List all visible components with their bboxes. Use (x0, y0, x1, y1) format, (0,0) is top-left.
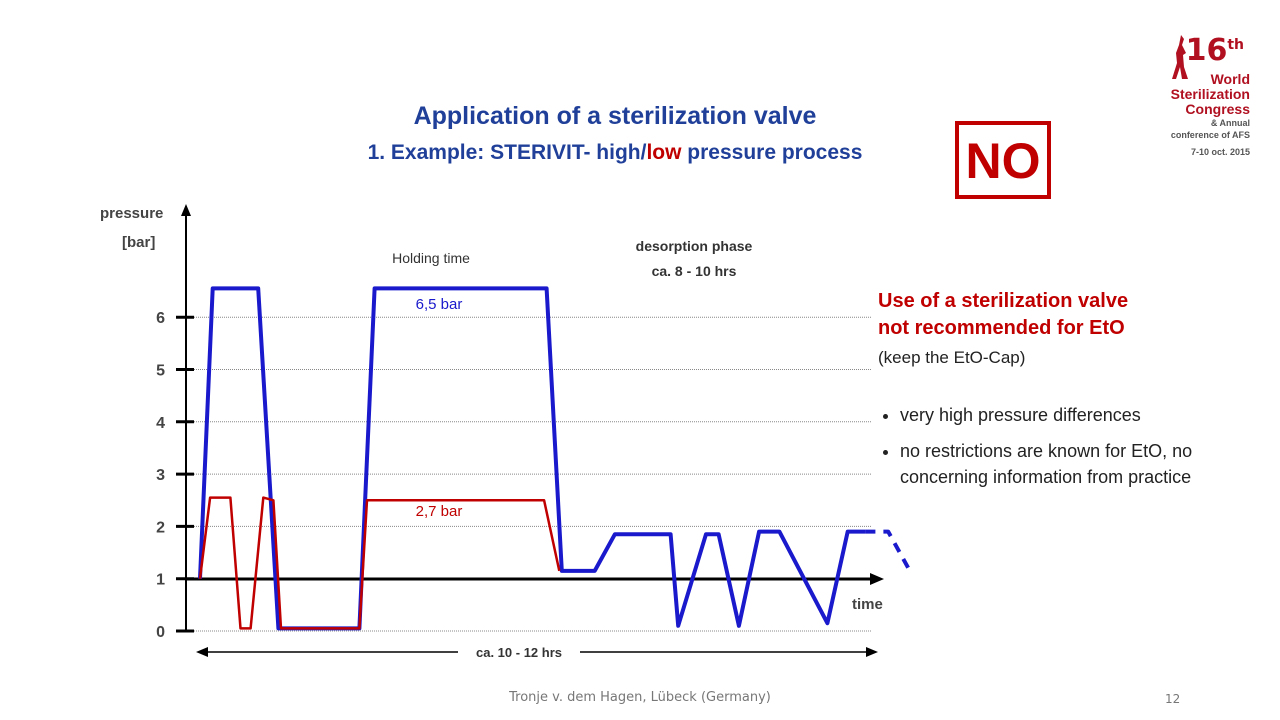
y-tick-label: 2 (156, 519, 165, 536)
low-pressure-label: 2,7 bar (416, 503, 463, 520)
series-line-blue-0 (198, 286, 866, 631)
page-number: 12 (1165, 692, 1181, 706)
x-axis-label: time (852, 596, 883, 613)
y-tick-label: 6 (156, 310, 165, 327)
duration-label: ca. 10 - 12 hrs (476, 645, 562, 660)
logo-number: 16th (1185, 33, 1244, 68)
panel-heading-1: Use of a sterilization valve (878, 290, 1129, 312)
panel-heading-2: not recommended for EtO (878, 317, 1125, 339)
x-axis-arrow (870, 573, 884, 585)
logo-line-date: 7-10 oct. 2015 (1190, 147, 1250, 157)
congress-logo: 16th World Sterilization Congress & Annu… (1150, 25, 1250, 160)
logo-line-sterilization: Sterilization (1170, 86, 1250, 102)
torch-figure-icon (1172, 35, 1188, 79)
recommendation-panel: Use of a sterilization valve not recomme… (878, 288, 1238, 500)
logo-line-world: World (1210, 71, 1250, 87)
subtitle-suffix: pressure process (681, 141, 863, 164)
logo-line-congress: Congress (1185, 101, 1250, 117)
footer-author: Tronje v. dem Hagen, Lübeck (Germany) (509, 690, 771, 705)
duration-arrow (196, 647, 878, 657)
holding-time-label: Holding time (392, 250, 470, 266)
slide-title: Application of a sterilization valve (413, 102, 817, 130)
bullet-item: no restrictions are known for EtO, no co… (900, 438, 1238, 490)
series-line-blue-1 (865, 529, 911, 570)
logo-line-afs: conference of AFS (1170, 130, 1250, 140)
no-badge: NO (955, 121, 1051, 199)
y-axis-arrow (181, 204, 191, 216)
desorption-label-2: ca. 8 - 10 hrs (652, 263, 737, 279)
logo-line-annual: & Annual (1210, 118, 1250, 128)
panel-bullets: very high pressure differences no restri… (878, 402, 1238, 490)
slide-subtitle: 1. Example: STERIVIT- high/low pressure … (280, 141, 950, 165)
subtitle-prefix: 1. Example: STERIVIT- high/ (367, 141, 647, 164)
y-ticks: 0 1 2 3 4 5 6 (156, 310, 194, 641)
y-tick-label: 0 (156, 624, 165, 641)
chart-axes (181, 204, 884, 632)
panel-note: (keep the EtO-Cap) (878, 348, 1026, 367)
y-axis-label-2: [bar] (122, 234, 155, 251)
chart-grid (186, 316, 872, 632)
y-tick-label: 3 (156, 467, 165, 484)
series-lines (198, 286, 911, 631)
y-tick-label: 4 (156, 415, 165, 432)
bullet-item: very high pressure differences (900, 402, 1238, 428)
y-tick-label: 5 (156, 363, 165, 380)
y-axis-label-1: pressure (100, 205, 163, 222)
y-tick-label: 1 (156, 572, 165, 589)
desorption-label-1: desorption phase (636, 238, 753, 254)
high-pressure-label: 6,5 bar (416, 296, 463, 313)
series-line-red-2 (198, 496, 561, 630)
subtitle-low: low (646, 141, 682, 164)
